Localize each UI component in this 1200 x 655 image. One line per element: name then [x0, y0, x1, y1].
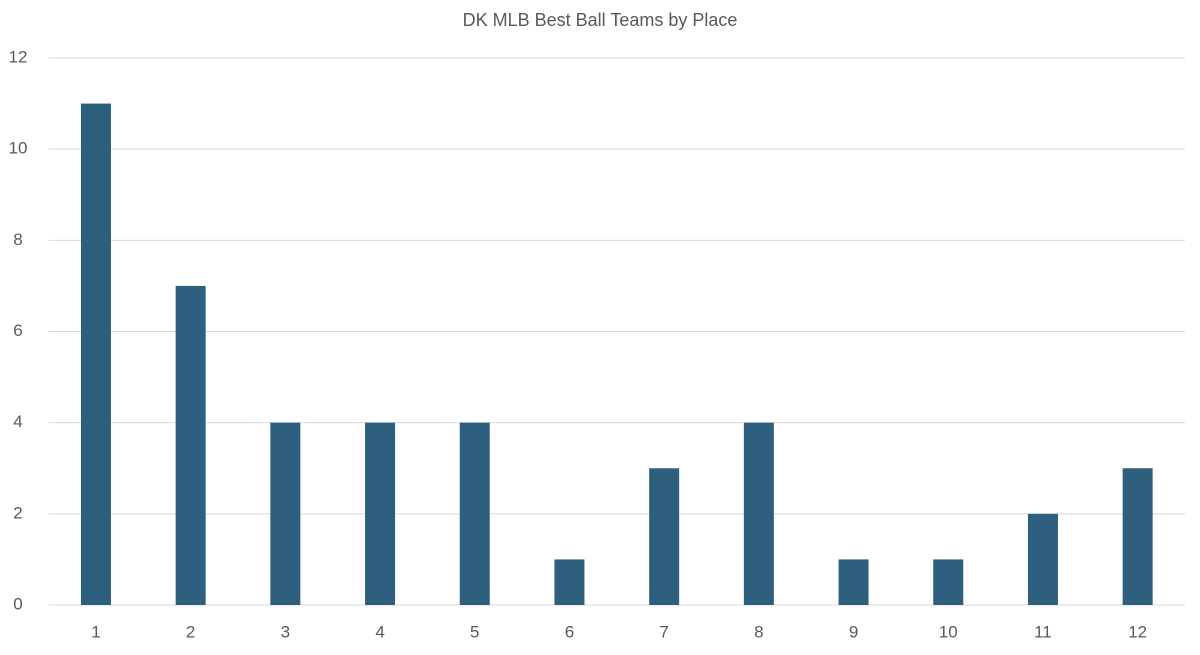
x-tick-label: 6 — [565, 622, 574, 641]
bar — [175, 285, 206, 605]
x-tick-label: 8 — [754, 622, 763, 641]
bar — [554, 559, 585, 605]
bar — [365, 422, 396, 605]
y-tick-label: 8 — [13, 230, 22, 249]
y-tick-label: 0 — [13, 594, 22, 613]
bar — [459, 422, 490, 605]
bar — [270, 422, 301, 605]
x-tick-label: 7 — [659, 622, 668, 641]
x-tick-label: 3 — [281, 622, 290, 641]
x-tick-label: 11 — [1034, 622, 1052, 641]
x-tick-label: 12 — [1128, 622, 1147, 641]
x-tick-label: 1 — [91, 622, 100, 641]
y-tick-label: 4 — [13, 412, 22, 431]
bar — [649, 468, 680, 605]
bar — [838, 559, 869, 605]
y-tick-label: 2 — [13, 503, 22, 522]
y-tick-label: 10 — [9, 139, 28, 158]
x-tick-label: 9 — [849, 622, 858, 641]
x-tick-label: 5 — [470, 622, 479, 641]
chart-title: DK MLB Best Ball Teams by Place — [463, 10, 738, 30]
y-tick-label: 12 — [9, 47, 28, 66]
y-tick-label: 6 — [13, 321, 22, 340]
bar — [1027, 513, 1058, 605]
bar — [743, 422, 774, 605]
x-tick-label: 2 — [186, 622, 195, 641]
bar — [933, 559, 964, 605]
bar — [80, 103, 111, 605]
x-tick-label: 10 — [939, 622, 958, 641]
bar — [1122, 468, 1153, 605]
x-tick-label: 4 — [375, 622, 384, 641]
